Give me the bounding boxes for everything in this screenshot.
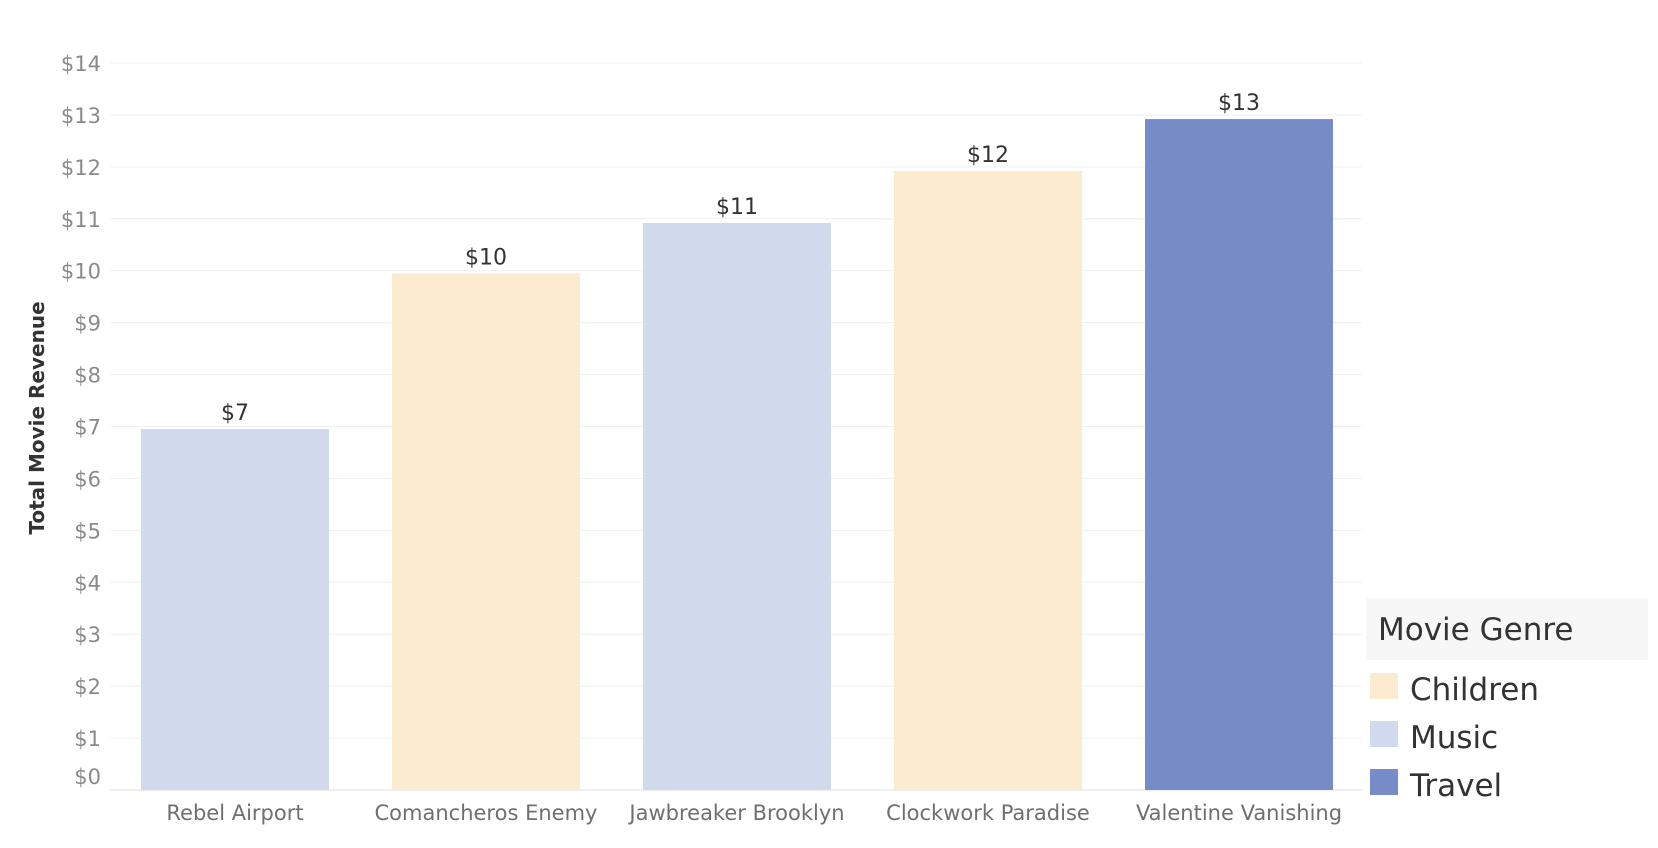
bar[interactable] <box>1145 119 1333 790</box>
x-tick-label: Comancheros Enemy <box>375 801 598 825</box>
y-tick-label: $1 <box>74 727 101 751</box>
x-tick-label: Valentine Vanishing <box>1136 801 1342 825</box>
bar[interactable] <box>141 429 329 790</box>
bar-value-label: $7 <box>221 401 249 426</box>
y-tick-label: $0 <box>74 765 101 789</box>
y-tick-label: $4 <box>74 571 101 595</box>
bar[interactable] <box>392 273 580 791</box>
y-tick-label: $3 <box>74 623 101 647</box>
y-tick-label: $2 <box>74 675 101 699</box>
legend-swatch <box>1370 721 1398 747</box>
y-tick-label: $7 <box>74 416 101 440</box>
legend-item-label[interactable]: Travel <box>1409 768 1502 804</box>
legend-item-label[interactable]: Children <box>1410 672 1539 708</box>
y-tick-label: $13 <box>61 104 101 128</box>
legend-title-background <box>1366 598 1648 660</box>
legend: Movie Genre Children Music Travel <box>1366 598 1648 804</box>
legend-swatch <box>1370 769 1398 795</box>
legend-item-label[interactable]: Music <box>1410 720 1498 756</box>
bar[interactable] <box>643 222 831 790</box>
bar-value-label: $12 <box>967 143 1009 168</box>
legend-title: Movie Genre <box>1378 612 1573 648</box>
y-tick-label: $6 <box>74 467 101 491</box>
y-tick-label: $10 <box>61 260 101 284</box>
y-tick-label: $9 <box>74 312 101 336</box>
x-tick-label: Jawbreaker Brooklyn <box>627 801 844 825</box>
x-tick-label: Clockwork Paradise <box>886 801 1090 825</box>
y-tick-label: $8 <box>74 364 101 388</box>
x-axis: Rebel Airport Comancheros Enemy Jawbreaker… <box>166 801 1342 825</box>
x-tick-label: Rebel Airport <box>166 801 303 825</box>
data-labels: $7 $10 $11 $12 $13 <box>221 91 1260 426</box>
bar[interactable] <box>894 171 1082 791</box>
bar-value-label: $11 <box>716 195 758 220</box>
y-tick-label: $5 <box>74 519 101 543</box>
bar-value-label: $10 <box>465 245 507 270</box>
y-tick-label: $12 <box>61 156 101 180</box>
bar-value-label: $13 <box>1218 91 1260 116</box>
bars <box>141 119 1333 791</box>
y-tick-label: $11 <box>61 208 101 232</box>
y-tick-label: $14 <box>61 52 101 76</box>
y-axis-title: Total Movie Revenue <box>25 301 49 534</box>
legend-swatch <box>1370 673 1398 699</box>
